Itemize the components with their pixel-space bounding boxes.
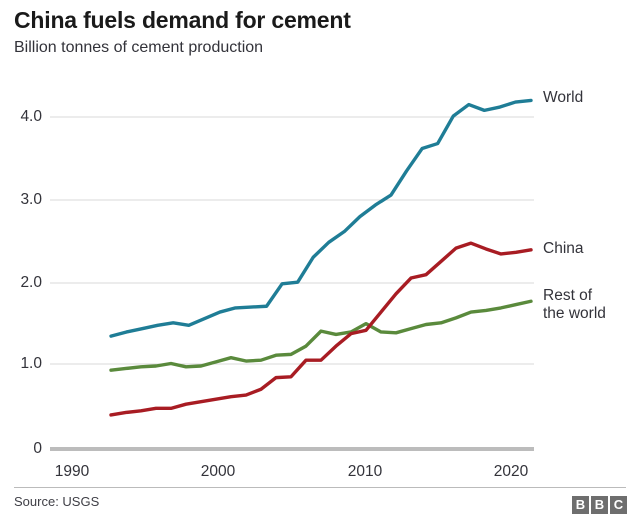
bbc-logo-letter-1: B	[572, 496, 589, 514]
bbc-logo: B B C	[572, 496, 627, 514]
bbc-logo-letter-3: C	[610, 496, 627, 514]
x-tick-2020: 2020	[493, 463, 529, 480]
footer-divider	[14, 487, 626, 488]
x-tick-2000: 2000	[200, 463, 236, 480]
series-label-china: China	[543, 240, 584, 257]
y-tick-1: 1.0	[20, 355, 42, 372]
y-tick-4: 4.0	[20, 108, 42, 125]
gridlines	[50, 116, 534, 365]
source-label: Source: USGS	[14, 494, 100, 509]
chart-header: China fuels demand for cement Billion to…	[14, 6, 626, 59]
x-tick-1990: 1990	[54, 463, 90, 480]
series-line-china	[109, 241, 533, 417]
chart-subtitle: Billion tonnes of cement production	[14, 39, 264, 56]
y-tick-3: 3.0	[20, 191, 42, 208]
page-title: China fuels demand for cement	[14, 7, 351, 33]
x-tick-2010: 2010	[347, 463, 383, 480]
series-label-world: World	[543, 89, 584, 106]
series-line-world	[109, 98, 533, 338]
series-label-rest-of-world-line1: Rest of	[543, 287, 593, 304]
y-tick-2: 2.0	[20, 274, 42, 291]
bbc-logo-letter-2: B	[591, 496, 608, 514]
series-group	[109, 98, 533, 417]
y-tick-0: 0	[33, 440, 42, 457]
series-label-rest-of-world-line2: the world	[543, 305, 606, 322]
series-line-rest-of-world	[109, 299, 533, 372]
